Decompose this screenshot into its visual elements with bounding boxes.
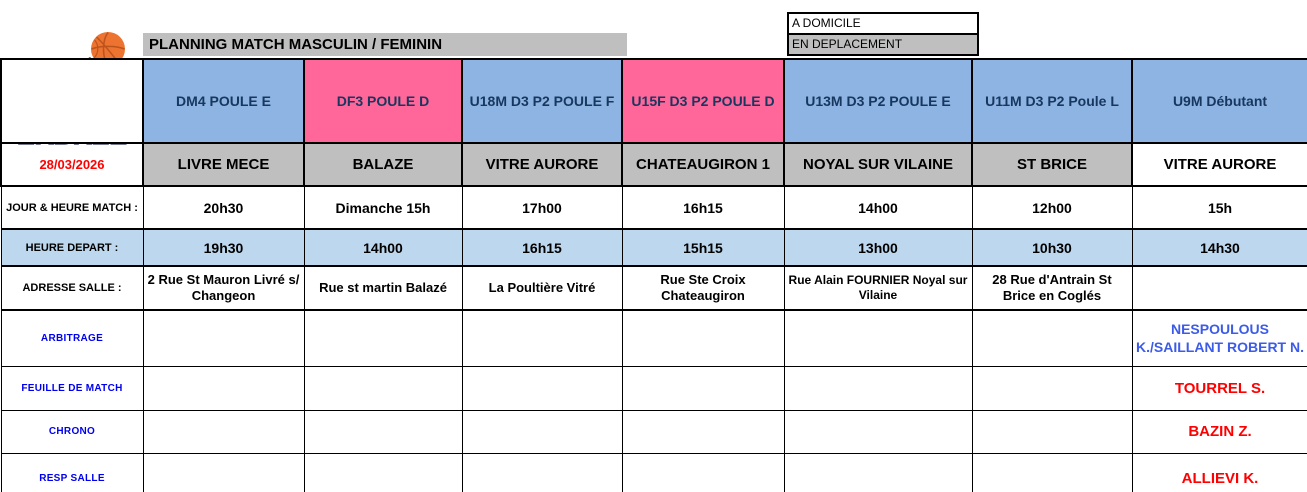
depart-time-row: HEURE DEPART : 19h30 14h00 16h15 15h15 1… [0, 228, 1307, 267]
feuille-cell [971, 365, 1133, 411]
arbitrage-cell: NESPOULOUS K./SAILLANT ROBERT N. [1131, 309, 1307, 367]
chrono-row: CHRONO BAZIN Z. [0, 409, 1307, 454]
legend-home: A DOMICILE [789, 14, 977, 35]
arbitrage-cell [303, 309, 463, 367]
address-cell [1131, 265, 1307, 311]
match-time-cell: 15h [1131, 185, 1307, 230]
arbitrage-cell [971, 309, 1133, 367]
chrono-cell [142, 409, 305, 454]
resp-cell [971, 452, 1133, 492]
depart-time-cell: 19h30 [142, 228, 305, 267]
header-cell-u15f: U15F D3 P2 POULE D [621, 58, 785, 144]
feuille-cell [303, 365, 463, 411]
resp-cell [621, 452, 785, 492]
arbitrage-row: ARBITRAGE NESPOULOUS K./SAILLANT ROBERT … [0, 309, 1307, 367]
feuille-cell [461, 365, 623, 411]
page-title: PLANNING MATCH MASCULIN / FEMININ [143, 33, 627, 56]
depart-time-cell: 14h00 [303, 228, 463, 267]
feuille-cell [621, 365, 785, 411]
legend: A DOMICILE EN DEPLACEMENT [787, 12, 979, 56]
depart-time-cell: 16h15 [461, 228, 623, 267]
depart-time-cell: 13h00 [783, 228, 973, 267]
arbitrage-cell [783, 309, 973, 367]
feuille-cell [783, 365, 973, 411]
address-cell: Rue Ste Croix Chateaugiron [621, 265, 785, 311]
header-cell-u9m: U9M Débutant [1131, 58, 1307, 144]
header-cell-df3: DF3 POULE D [303, 58, 463, 144]
row-label-arbitrage: ARBITRAGE [0, 309, 144, 367]
opponent-cell: LIVRE MECE [142, 142, 305, 187]
opponent-cell: BALAZE [303, 142, 463, 187]
opponent-cell: VITRE AURORE [461, 142, 623, 187]
resp-cell [783, 452, 973, 492]
feuille-cell [142, 365, 305, 411]
depart-time-cell: 14h30 [1131, 228, 1307, 267]
feuille-row: FEUILLE DE MATCH TOURREL S. [0, 365, 1307, 411]
header-cell-dm4: DM4 POULE E [142, 58, 305, 144]
match-time-cell: 14h00 [783, 185, 973, 230]
depart-time-cell: 10h30 [971, 228, 1133, 267]
feuille-cell: TOURREL S. [1131, 365, 1307, 411]
match-time-cell: 20h30 [142, 185, 305, 230]
opponent-row: 28/03/2026 LIVRE MECE BALAZE VITRE AUROR… [0, 142, 1307, 187]
chrono-cell [303, 409, 463, 454]
opponent-cell: NOYAL SUR VILAINE [783, 142, 973, 187]
address-cell: 28 Rue d'Antrain St Brice en Coglés [971, 265, 1133, 311]
header-cell-u18m: U18M D3 P2 POULE F [461, 58, 623, 144]
planning-table: DM4 POULE E DF3 POULE D U18M D3 P2 POULE… [0, 58, 1307, 492]
arbitrage-cell [142, 309, 305, 367]
header-cell-u11m: U11M D3 P2 Poule L [971, 58, 1133, 144]
resp-cell [303, 452, 463, 492]
arbitrage-cell [461, 309, 623, 367]
address-cell: Rue st martin Balazé [303, 265, 463, 311]
row-label-chrono: CHRONO [0, 409, 144, 454]
address-cell: Rue Alain FOURNIER Noyal sur Vilaine [783, 265, 973, 311]
opponent-cell-home: VITRE AURORE [1131, 142, 1307, 187]
address-cell: 2 Rue St Mauron Livré s/ Changeon [142, 265, 305, 311]
row-label-match: JOUR & HEURE MATCH : [0, 185, 144, 230]
row-label-feuille: FEUILLE DE MATCH [0, 365, 144, 411]
resp-cell [461, 452, 623, 492]
resp-cell: ALLIEVI K. [1131, 452, 1307, 492]
match-time-row: JOUR & HEURE MATCH : 20h30 Dimanche 15h … [0, 185, 1307, 230]
opponent-cell: ST BRICE [971, 142, 1133, 187]
chrono-cell [783, 409, 973, 454]
match-time-cell: Dimanche 15h [303, 185, 463, 230]
resp-salle-row: RESP SALLE ALLIEVI K. [0, 452, 1307, 492]
address-row: ADRESSE SALLE : 2 Rue St Mauron Livré s/… [0, 265, 1307, 311]
chrono-cell [461, 409, 623, 454]
date-cell: 28/03/2026 [0, 142, 144, 187]
match-time-cell: 16h15 [621, 185, 785, 230]
depart-time-cell: 15h15 [621, 228, 785, 267]
opponent-cell: CHATEAUGIRON 1 [621, 142, 785, 187]
resp-cell [142, 452, 305, 492]
header-row: DM4 POULE E DF3 POULE D U18M D3 P2 POULE… [0, 58, 1307, 144]
header-cell-u13m: U13M D3 P2 POULE E [783, 58, 973, 144]
row-label-resp: RESP SALLE [0, 452, 144, 492]
chrono-cell [971, 409, 1133, 454]
row-label-adresse: ADRESSE SALLE : [0, 265, 144, 311]
match-time-cell: 17h00 [461, 185, 623, 230]
chrono-cell [621, 409, 785, 454]
legend-away: EN DEPLACEMENT [789, 35, 977, 54]
arbitrage-cell [621, 309, 785, 367]
address-cell: La Poultière Vitré [461, 265, 623, 311]
row-label-depart: HEURE DEPART : [0, 228, 144, 267]
chrono-cell: BAZIN Z. [1131, 409, 1307, 454]
logo-spacer-cell [0, 58, 144, 144]
match-time-cell: 12h00 [971, 185, 1133, 230]
